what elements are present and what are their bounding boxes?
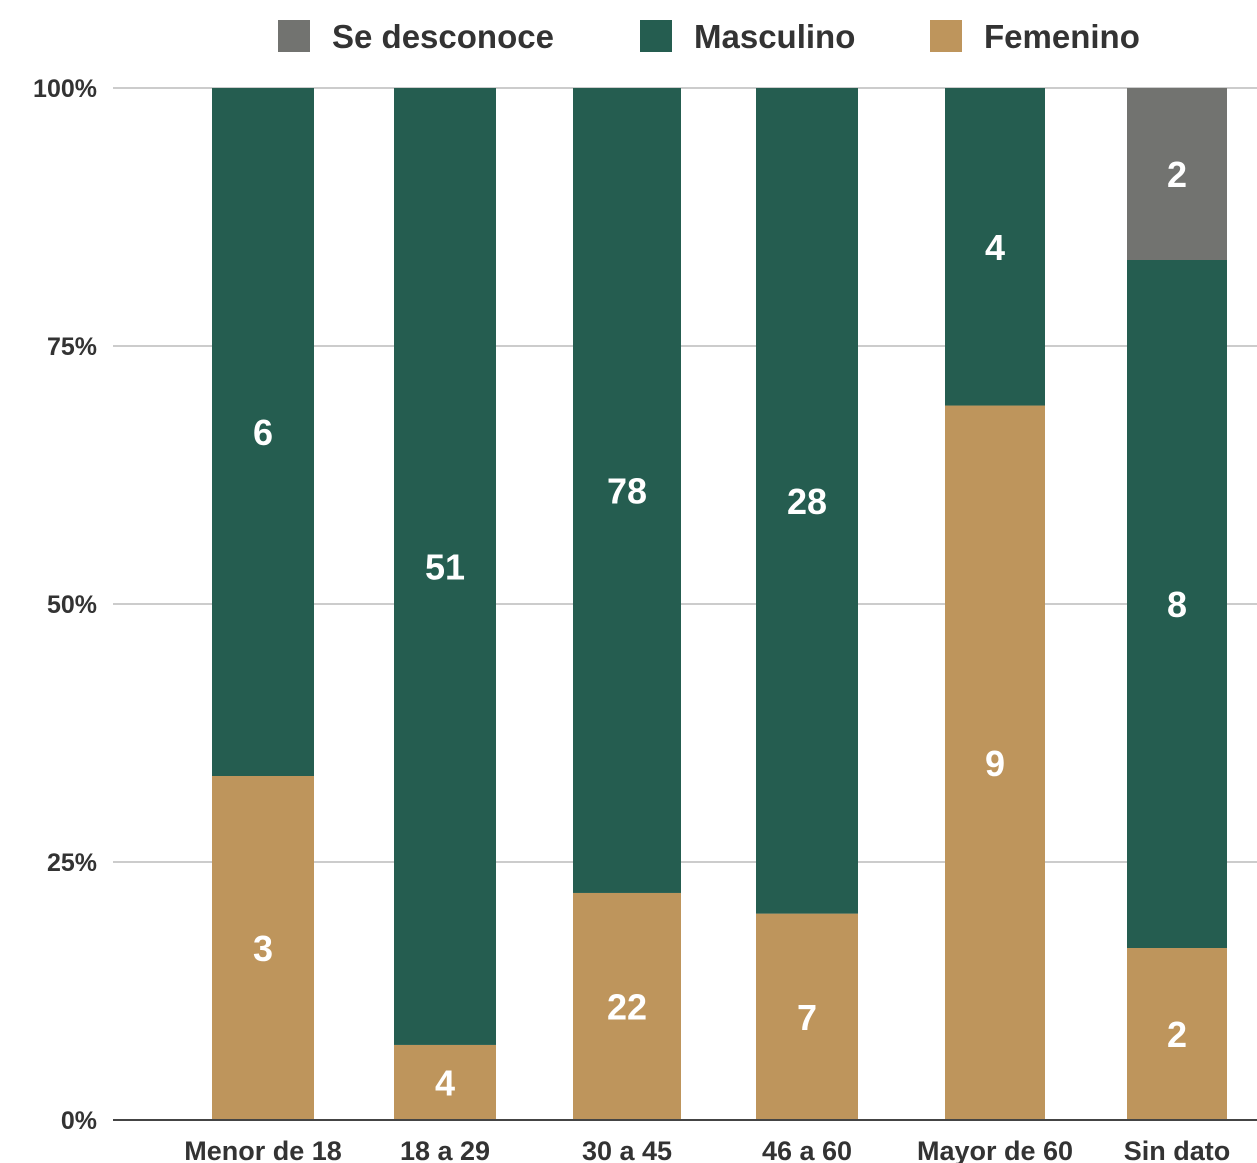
bar-femenino-18-a-29: [394, 1044, 496, 1120]
y-tick-label: 0%: [61, 1107, 97, 1135]
bar-se-desconoce-sin-dato: [1127, 88, 1227, 260]
data-label-masculino-menor-de-18: 6: [253, 412, 273, 453]
x-tick-label: Mayor de 60: [917, 1136, 1073, 1163]
y-axis: 0% 25% 50% 75% 100%: [33, 75, 97, 1135]
y-tick-label: 75%: [47, 333, 97, 361]
bar-masculino-menor-de-18: [212, 88, 314, 776]
data-label-se-desconoce-sin-dato: 2: [1167, 154, 1187, 195]
data-label-femenino-18-a-29: 4: [435, 1062, 455, 1103]
legend-label-masculino: Masculino: [694, 18, 855, 55]
data-label-femenino-mayor-de-60: 9: [985, 743, 1005, 784]
legend-swatch-femenino: [930, 20, 962, 52]
bars: [212, 88, 1227, 1120]
data-label-masculino-18-a-29: 51: [425, 546, 465, 587]
y-tick-label: 100%: [33, 75, 97, 103]
data-label-femenino-sin-dato: 2: [1167, 1014, 1187, 1055]
data-label-masculino-sin-dato: 8: [1167, 584, 1187, 625]
y-tick-label: 25%: [47, 849, 97, 877]
bar-masculino-mayor-de-60: [945, 88, 1045, 406]
bar-femenino-46-a-60: [756, 913, 858, 1120]
legend-swatch-se-desconoce: [278, 20, 310, 52]
legend: Se desconoce Masculino Femenino: [278, 18, 1140, 55]
bar-femenino-menor-de-18: [212, 776, 314, 1120]
data-label-femenino-30-a-45: 22: [607, 986, 647, 1027]
legend-label-se-desconoce: Se desconoce: [332, 18, 554, 55]
data-label-femenino-46-a-60: 7: [797, 997, 817, 1038]
legend-swatch-masculino: [640, 20, 672, 52]
x-tick-label: 30 a 45: [582, 1136, 672, 1163]
bar-masculino-46-a-60: [756, 88, 858, 914]
y-tick-label: 50%: [47, 591, 97, 619]
bar-masculino-sin-dato: [1127, 260, 1227, 948]
data-label-masculino-30-a-45: 78: [607, 470, 647, 511]
x-tick-label: Sin dato: [1124, 1136, 1231, 1163]
data-label-femenino-menor-de-18: 3: [253, 928, 273, 969]
x-tick-label: 46 a 60: [762, 1136, 852, 1163]
bar-femenino-sin-dato: [1127, 948, 1227, 1120]
bar-masculino-18-a-29: [394, 88, 496, 1045]
data-label-masculino-mayor-de-60: 4: [985, 227, 1005, 268]
bar-masculino-30-a-45: [573, 88, 681, 893]
x-axis: Menor de 18 18 a 29 30 a 45 46 a 60 Mayor de…: [113, 1119, 1257, 1163]
data-label-masculino-46-a-60: 28: [787, 481, 827, 522]
bar-femenino-30-a-45: [573, 892, 681, 1120]
legend-label-femenino: Femenino: [984, 18, 1140, 55]
x-tick-label: Menor de 18: [184, 1136, 342, 1163]
bar-femenino-mayor-de-60: [945, 405, 1045, 1120]
x-tick-label: 18 a 29: [400, 1136, 490, 1163]
